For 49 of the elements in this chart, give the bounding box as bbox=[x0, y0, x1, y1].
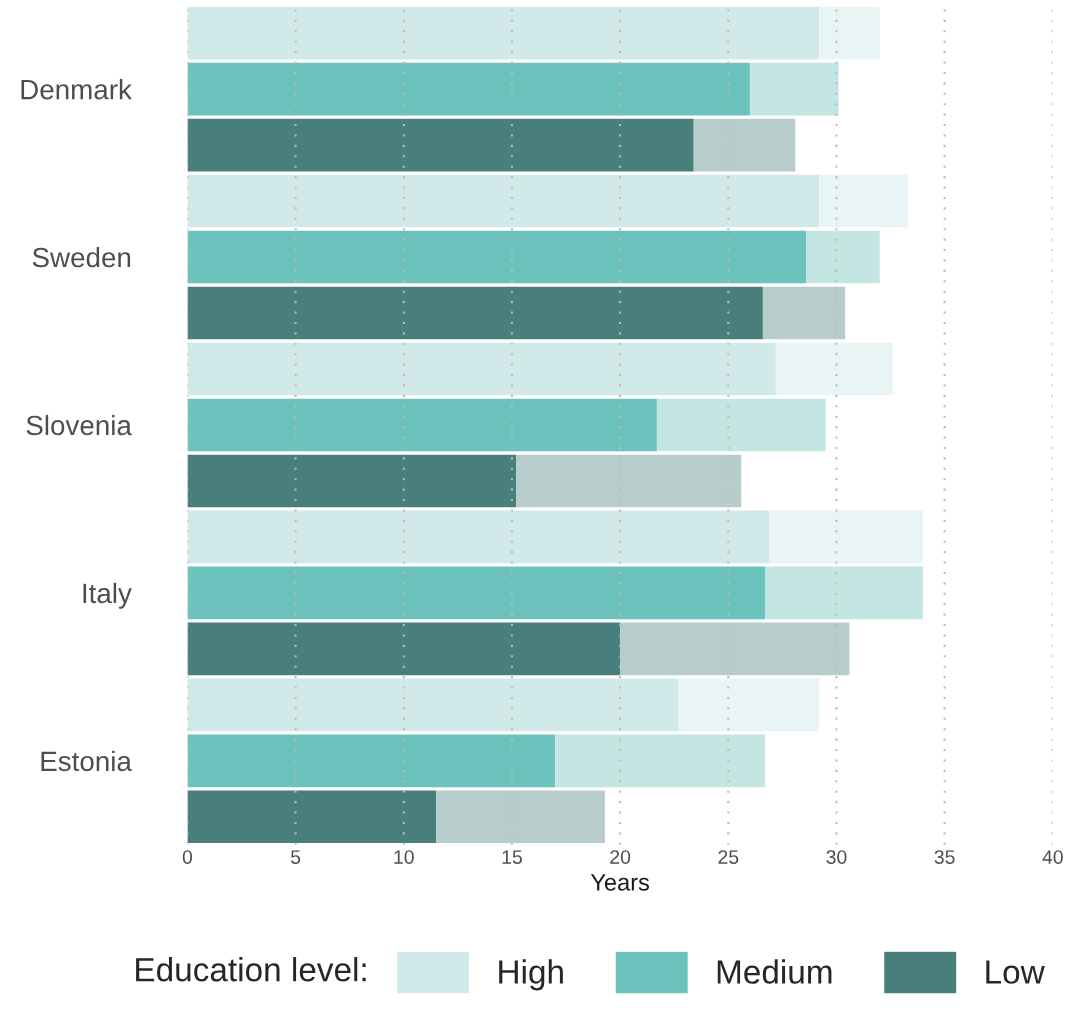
bar bbox=[620, 622, 850, 676]
x-tick-label: 5 bbox=[290, 850, 301, 864]
legend-label: Low bbox=[986, 960, 1045, 984]
x-tick-label: 10 bbox=[394, 850, 414, 864]
legend-label: High bbox=[499, 959, 563, 991]
bar bbox=[187, 454, 517, 508]
bar bbox=[693, 118, 796, 172]
bar bbox=[656, 398, 826, 452]
legend-title: Education level: bbox=[136, 957, 366, 982]
y-tick-label: Estonia bbox=[41, 750, 132, 772]
bar bbox=[187, 286, 763, 340]
bar bbox=[187, 790, 437, 844]
y-tick-label: Slovenia bbox=[26, 414, 132, 436]
bar bbox=[678, 678, 820, 732]
bar bbox=[516, 454, 742, 508]
bar bbox=[187, 118, 694, 172]
legend-label: Medium bbox=[717, 959, 832, 984]
x-tick-label: 25 bbox=[718, 850, 739, 864]
bar bbox=[775, 342, 893, 396]
bar bbox=[187, 566, 766, 620]
bar bbox=[187, 734, 556, 788]
bar bbox=[187, 6, 820, 60]
y-tick-label: Italy bbox=[83, 582, 132, 609]
bar bbox=[765, 566, 923, 620]
bar bbox=[749, 62, 839, 116]
bar bbox=[769, 510, 923, 564]
x-tick-label: 30 bbox=[826, 850, 847, 864]
bar bbox=[187, 678, 679, 732]
y-tick-label: Sweden bbox=[32, 246, 131, 268]
x-tick-label: 40 bbox=[1042, 850, 1063, 864]
bar bbox=[187, 62, 750, 116]
bar bbox=[187, 230, 807, 284]
bar bbox=[436, 790, 605, 844]
bar bbox=[187, 342, 776, 396]
bar bbox=[762, 286, 846, 340]
y-tick-label: Denmark bbox=[21, 79, 132, 100]
bar bbox=[187, 622, 621, 676]
bar bbox=[187, 174, 820, 228]
x-tick-label: 35 bbox=[934, 850, 955, 864]
bar bbox=[806, 230, 880, 284]
x-tick-label: 15 bbox=[502, 850, 522, 864]
bar bbox=[555, 734, 766, 788]
x-axis-title: Years bbox=[590, 874, 650, 891]
x-tick-label: 20 bbox=[610, 850, 631, 864]
bar bbox=[187, 510, 770, 564]
bar bbox=[819, 6, 880, 60]
bar bbox=[187, 398, 657, 452]
bar bbox=[819, 174, 908, 228]
x-tick-label: 0 bbox=[182, 850, 193, 864]
